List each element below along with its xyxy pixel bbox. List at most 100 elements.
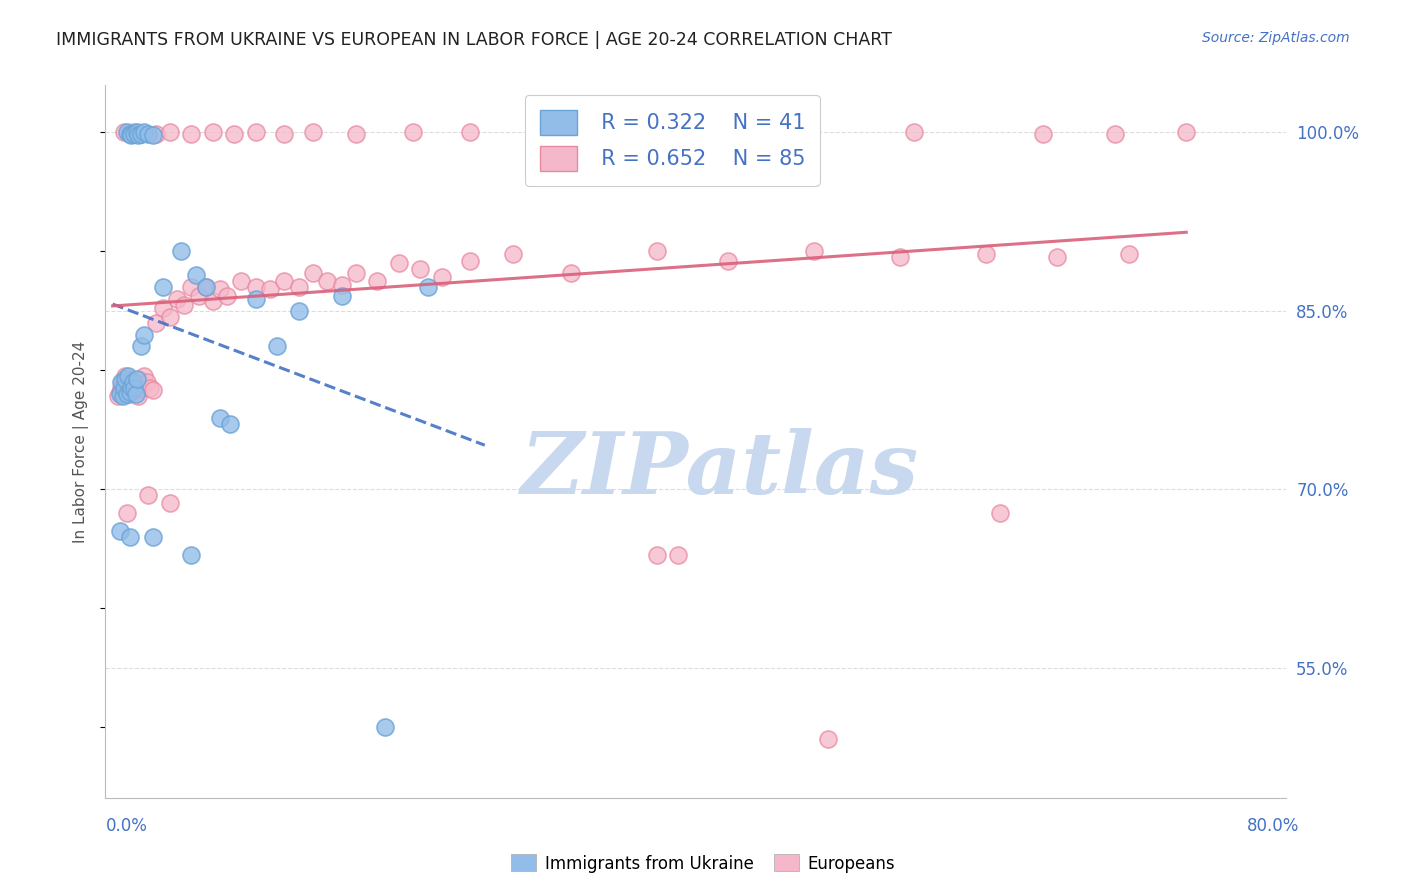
Point: [108, 384, 131, 399]
Point: [166, 292, 188, 306]
Point: [201, 125, 224, 139]
Point: [111, 389, 134, 403]
Point: [645, 127, 668, 141]
Point: [302, 266, 325, 280]
Point: [194, 280, 217, 294]
Point: [111, 375, 134, 389]
Point: [259, 282, 281, 296]
Point: [330, 289, 353, 303]
Point: [402, 125, 425, 139]
Point: [108, 387, 131, 401]
Point: [128, 373, 150, 387]
Point: [110, 381, 132, 395]
Point: [125, 125, 148, 139]
Point: [152, 280, 174, 294]
Point: [666, 548, 689, 562]
Point: [118, 127, 141, 141]
Point: [180, 127, 202, 141]
Point: [142, 128, 165, 142]
Point: [430, 270, 453, 285]
Point: [138, 488, 160, 502]
Point: [416, 280, 439, 294]
Point: [112, 381, 135, 395]
Point: [118, 127, 141, 141]
Point: [127, 127, 149, 141]
Point: [460, 125, 482, 139]
Point: [974, 246, 997, 260]
Point: [132, 369, 155, 384]
Point: [717, 253, 740, 268]
Point: [112, 384, 135, 398]
Point: [121, 375, 143, 389]
Point: [1175, 125, 1198, 139]
Point: [803, 244, 825, 259]
Point: [142, 530, 165, 544]
Point: [122, 127, 145, 141]
Point: [125, 371, 148, 385]
Point: [273, 127, 295, 141]
Point: [745, 127, 768, 141]
Point: [502, 246, 524, 260]
Point: [546, 127, 568, 141]
Legend:   R = 0.322    N = 41,   R = 0.652    N = 85: R = 0.322 N = 41, R = 0.652 N = 85: [524, 95, 820, 186]
Point: [139, 381, 162, 395]
Point: [344, 127, 367, 141]
Point: [108, 524, 131, 538]
Point: [245, 292, 267, 306]
Point: [142, 384, 165, 398]
Point: [170, 244, 193, 259]
Point: [194, 280, 217, 294]
Point: [122, 381, 145, 395]
Point: [231, 274, 253, 288]
Point: [129, 381, 152, 395]
Point: [388, 256, 411, 270]
Point: [287, 303, 309, 318]
Point: [115, 387, 138, 401]
Point: [217, 289, 239, 303]
Point: [129, 127, 152, 141]
Point: [112, 125, 135, 139]
Text: 80.0%: 80.0%: [1247, 817, 1299, 835]
Point: [159, 496, 181, 510]
Point: [120, 128, 142, 142]
Point: [409, 262, 432, 277]
Point: [316, 274, 339, 288]
Point: [122, 381, 145, 395]
Point: [180, 280, 202, 294]
Point: [115, 506, 138, 520]
Point: [152, 301, 174, 316]
Point: [115, 125, 138, 139]
Point: [208, 410, 231, 425]
Point: [287, 280, 309, 294]
Point: [208, 282, 231, 296]
Point: [129, 339, 152, 353]
Point: [173, 298, 195, 312]
Point: [224, 127, 246, 141]
Point: [560, 266, 582, 280]
Point: [145, 316, 167, 330]
Point: [117, 369, 139, 384]
Point: [114, 371, 136, 385]
Point: [1104, 127, 1126, 141]
Y-axis label: In Labor Force | Age 20-24: In Labor Force | Age 20-24: [73, 341, 90, 542]
Point: [1032, 127, 1054, 141]
Point: [115, 387, 138, 401]
Point: [903, 125, 925, 139]
Point: [159, 125, 181, 139]
Point: [120, 387, 142, 401]
Point: [184, 268, 207, 282]
Point: [645, 548, 668, 562]
Point: [114, 369, 136, 384]
Point: [817, 731, 839, 746]
Point: [374, 720, 396, 734]
Point: [330, 277, 353, 292]
Point: [988, 506, 1011, 520]
Point: [1118, 246, 1140, 260]
Point: [124, 375, 146, 389]
Point: [344, 266, 367, 280]
Point: [136, 375, 159, 389]
Text: 0.0%: 0.0%: [105, 817, 148, 835]
Point: [1046, 250, 1069, 264]
Point: [120, 380, 142, 394]
Point: [118, 373, 141, 387]
